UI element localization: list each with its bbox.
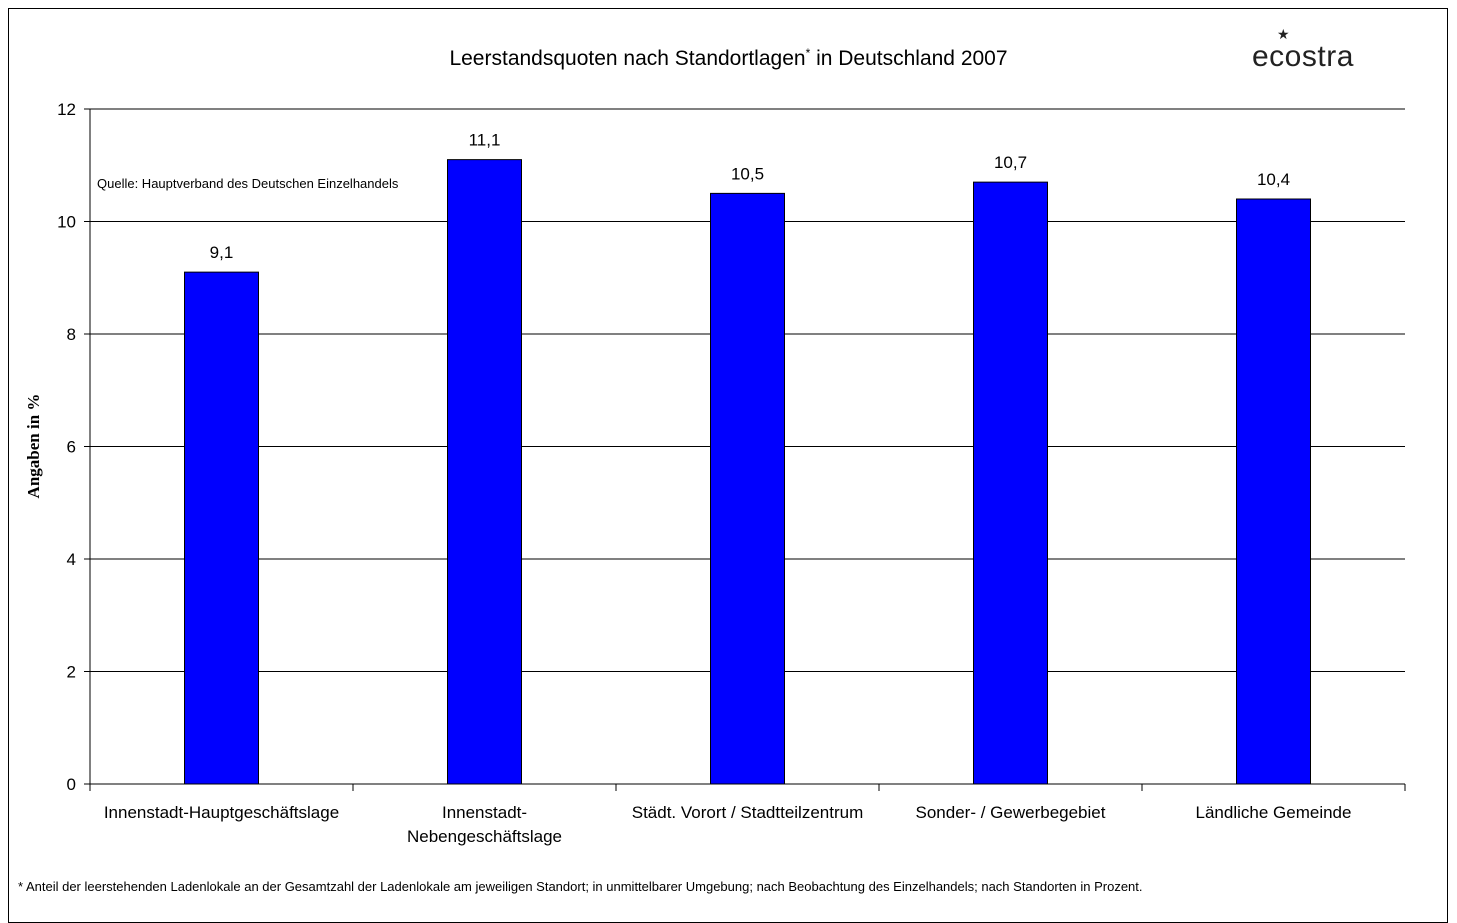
x-tick-label: Innenstadt-Hauptgeschäftslage — [103, 803, 340, 822]
x-tick-label: Innenstadt- Nebengeschäftslage — [406, 803, 562, 846]
footnote: * Anteil der leerstehenden Ladenlokale a… — [18, 879, 1143, 894]
data-label: 11,1 — [469, 131, 501, 150]
ecostra-logo: ecostra ★ — [1252, 26, 1354, 73]
source-note: Quelle: Hauptverband des Deutschen Einze… — [97, 176, 399, 191]
chart-title: Leerstandsquoten nach Standortlagen* in … — [449, 46, 1008, 70]
bar — [973, 181, 1048, 785]
data-label: 10,5 — [731, 164, 764, 183]
bar — [1236, 198, 1311, 785]
x-tick-label: Sonder- / Gewerbegebiet — [915, 803, 1106, 822]
x-tick-label: Ländliche Gemeinde — [1195, 803, 1352, 822]
y-tick-label: 0 — [67, 775, 76, 794]
y-tick-label: 12 — [57, 100, 76, 119]
bar — [710, 192, 785, 785]
y-tick-label: 4 — [67, 550, 76, 569]
data-label: 10,7 — [994, 153, 1027, 172]
data-label: 10,4 — [1257, 170, 1290, 189]
y-tick-label: 8 — [67, 325, 76, 344]
y-tick-label: 10 — [57, 213, 76, 232]
bar — [447, 159, 522, 785]
bar — [184, 271, 259, 785]
x-tick-label: Städt. Vorort / Stadtteilzentrum — [631, 803, 864, 822]
star-icon: ★ — [1277, 26, 1291, 42]
y-tick-label: 6 — [67, 438, 76, 457]
data-label: 9,1 — [210, 243, 234, 262]
y-tick-label: 2 — [67, 663, 76, 682]
